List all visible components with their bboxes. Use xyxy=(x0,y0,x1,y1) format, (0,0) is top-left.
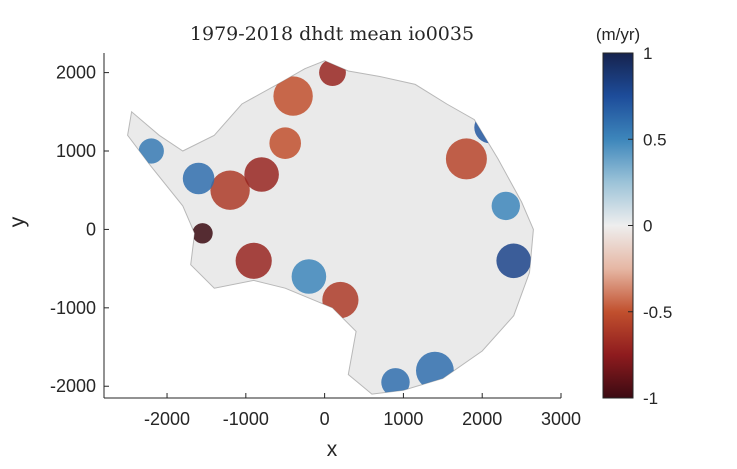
anomaly-patch xyxy=(244,157,279,192)
anomaly-patch xyxy=(322,281,359,319)
colorbar-tick-label: 0 xyxy=(643,217,652,236)
y-tick-label: 2000 xyxy=(56,63,96,83)
y-tick-label: -2000 xyxy=(50,376,96,396)
y-tick-label: 1000 xyxy=(56,141,96,161)
anomaly-patch xyxy=(192,223,213,244)
anomaly-patch xyxy=(138,138,164,164)
x-tick-label: 2000 xyxy=(462,409,502,429)
x-tick-label: -2000 xyxy=(144,409,190,429)
anomaly-patch xyxy=(474,111,506,144)
anomaly-patch xyxy=(182,162,215,195)
ice-sheet-map xyxy=(127,60,534,395)
anomaly-patch xyxy=(269,127,302,159)
chart-title: 1979-2018 dhdt mean io0035 xyxy=(190,23,474,45)
anomaly-patch xyxy=(416,351,454,390)
colorbar-tick-label: -0.5 xyxy=(643,303,672,322)
continent-outline xyxy=(127,60,534,395)
x-axis-ticks: -2000 -1000 0 1000 2000 3000 xyxy=(144,393,581,429)
anomaly-patch xyxy=(445,138,487,180)
anomaly-patch xyxy=(273,76,313,116)
anomaly-patch xyxy=(291,259,327,294)
anomaly-patch xyxy=(319,60,346,86)
anomaly-patch xyxy=(235,242,272,279)
anomaly-patch xyxy=(210,170,250,210)
colorbar-tick-label: 0.5 xyxy=(643,130,667,149)
x-tick-label: 1000 xyxy=(383,409,423,429)
colorbar-ticks: -1 -0.5 0 0.5 1 xyxy=(628,44,672,408)
colorbar-tick-label: -1 xyxy=(643,389,658,408)
y-tick-label: 0 xyxy=(86,219,96,239)
y-axis-label: y xyxy=(6,216,29,227)
anomaly-patch xyxy=(381,368,410,395)
x-tick-label: 3000 xyxy=(541,409,581,429)
anomaly-patch xyxy=(491,191,520,221)
colorbar-unit-label: (m/yr) xyxy=(596,25,640,44)
x-tick-label: -1000 xyxy=(223,409,269,429)
anomaly-patch xyxy=(496,243,531,279)
x-tick-label: 0 xyxy=(320,409,330,429)
colorbar-tick-label: 1 xyxy=(643,44,652,63)
x-axis-label: x xyxy=(327,438,338,461)
y-axis-ticks: -2000 -1000 0 1000 2000 xyxy=(50,63,109,396)
y-tick-label: -1000 xyxy=(50,298,96,318)
